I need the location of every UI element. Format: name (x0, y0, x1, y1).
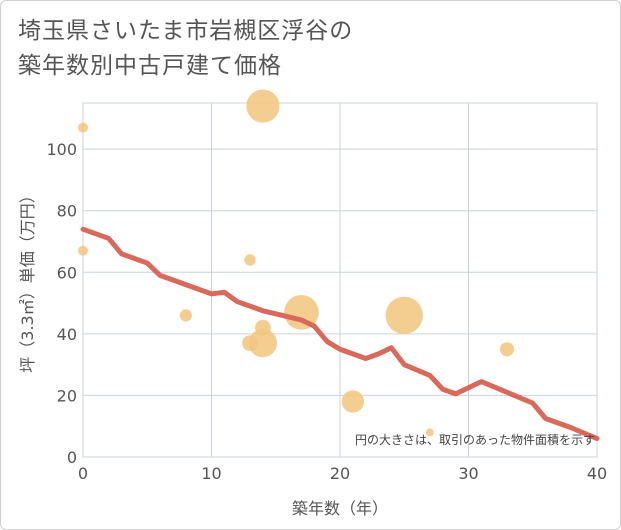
y-tick-label: 0 (67, 448, 77, 467)
bubble-point (179, 309, 192, 322)
bubble-point (78, 245, 88, 256)
bubble-point (248, 328, 278, 358)
chart-title: 埼玉県さいたま市岩槻区浮谷の 築年数別中古戸建て価格 (18, 14, 353, 84)
bubble-point (284, 295, 319, 330)
y-tick-label: 80 (57, 202, 77, 221)
x-tick-label: 0 (78, 464, 88, 483)
x-tick-label: 10 (201, 464, 221, 483)
y-tick-label: 20 (57, 386, 77, 405)
chart-title-line-2: 築年数別中古戸建て価格 (18, 53, 282, 79)
chart-title-line-1: 埼玉県さいたま市岩槻区浮谷の (18, 18, 354, 44)
bubble-point (341, 390, 365, 413)
y-axis-label: 坪（3.3㎡）単価（万円） (18, 187, 37, 372)
bubble-layer (78, 89, 515, 437)
x-tick-label: 40 (587, 464, 607, 483)
bubble-point (499, 342, 515, 357)
bubble-point (426, 428, 434, 437)
bubble-point (244, 254, 256, 266)
bubble-point (385, 296, 423, 335)
average-price-line (80, 226, 600, 442)
y-tick-label: 60 (57, 263, 77, 282)
x-tick-label: 30 (458, 464, 478, 483)
y-tick-label: 100 (46, 140, 77, 159)
x-tick-label: 20 (330, 464, 350, 483)
tick-labels: 0 10 20 30 40 0 20 40 60 80 100 (46, 140, 607, 483)
line-layer (80, 226, 600, 442)
bubble-point (78, 122, 88, 133)
size-legend-note: 円の大きさは、取引のあった物件面積を示す (355, 432, 595, 447)
x-axis-label: 築年数（年） (292, 499, 388, 518)
bubble-point (246, 89, 280, 123)
y-tick-label: 40 (57, 325, 77, 344)
grid-lines (82, 102, 598, 458)
